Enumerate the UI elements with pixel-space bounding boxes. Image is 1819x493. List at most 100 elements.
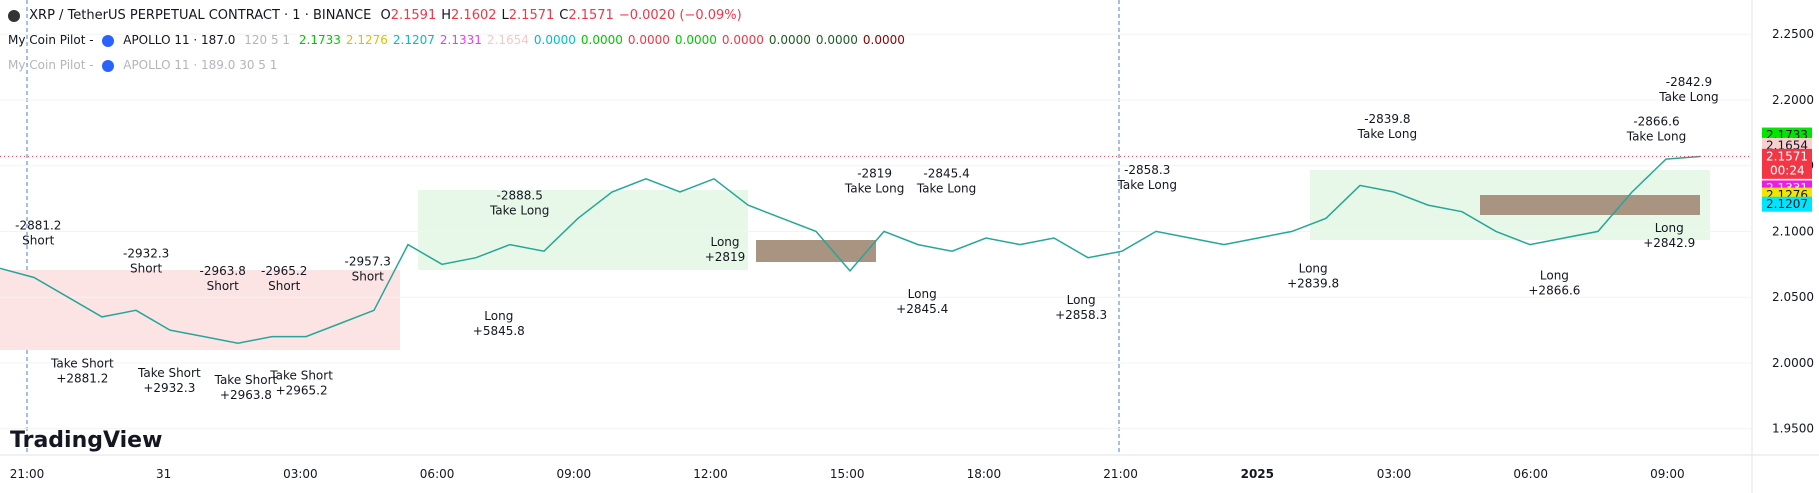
trade-annotation: Long [1299, 262, 1328, 276]
indicator-icon [102, 34, 115, 47]
trade-annotation: Short [207, 279, 239, 293]
y-tick-label: 2.1000 [1772, 224, 1814, 238]
indicator-value: 0.0000 [815, 33, 858, 47]
indicator-value: 2.1331 [439, 33, 482, 47]
band [756, 240, 876, 262]
trade-annotation: Take Short [214, 373, 278, 387]
trade-annotation: Long [484, 309, 513, 323]
indicator-value: 0.0000 [533, 33, 576, 47]
trade-annotation: -2819 [857, 166, 892, 180]
indicator-study: APOLLO 11 · 187.0 [123, 33, 236, 47]
brand: TradingView [10, 428, 162, 453]
x-tick-label: 06:00 [420, 467, 455, 481]
price-tag [1762, 148, 1812, 179]
trade-annotation: Take Long [1626, 129, 1686, 143]
y-tick-label: 2.0500 [1772, 290, 1814, 304]
indicator-value: 0.0000 [580, 33, 623, 47]
indicator-value: 2.1733 [298, 33, 341, 47]
x-tick-label: 12:00 [693, 467, 728, 481]
trade-annotation: Short [130, 262, 162, 276]
indicator-icon [102, 59, 115, 72]
trade-annotation: Take Long [916, 181, 976, 195]
trade-annotation: Short [268, 279, 300, 293]
indicator-name: My Coin Pilot - [8, 33, 94, 47]
trade-annotation: -2965.2 [261, 264, 307, 278]
trade-annotation: -2845.4 [923, 166, 969, 180]
trade-annotation: +2819 [705, 250, 746, 264]
band [1480, 195, 1700, 215]
symbol-icon [8, 9, 20, 22]
x-tick-label: 31 [156, 467, 171, 481]
trade-annotation: -2932.3 [123, 247, 169, 261]
ohlc-label: C [559, 8, 569, 23]
trade-annotation: +2965.2 [276, 383, 328, 397]
x-tick-label: 2025 [1241, 467, 1274, 481]
trade-annotation: Take Long [1117, 178, 1177, 192]
cloud [418, 190, 748, 270]
trade-annotation: +2842.9 [1643, 236, 1695, 250]
indicator-value: 0.0000 [721, 33, 764, 47]
trade-annotation: Take Long [844, 181, 904, 195]
ohlc-label: H [441, 8, 452, 23]
trade-annotation: Long [710, 235, 739, 249]
x-tick-label: 15:00 [830, 467, 865, 481]
trade-annotation: Take Long [1658, 90, 1718, 104]
y-tick-label: 2.0000 [1772, 356, 1814, 370]
x-tick-label: 21:00 [1103, 467, 1138, 481]
ohlc-label: L [501, 8, 509, 23]
indicator-value: 0.0000 [862, 33, 905, 47]
trade-annotation: Long [1067, 293, 1096, 307]
symbol-header: XRP / TetherUS PERPETUAL CONTRACT · 1 · … [8, 8, 752, 23]
trade-annotation: Short [352, 270, 384, 284]
indicator-value: 0.0000 [674, 33, 717, 47]
ohlc-value: 2.1571 [508, 8, 555, 23]
trade-annotation: Take Long [1357, 127, 1417, 141]
price-tag-label: 2.1571 [1766, 149, 1808, 163]
x-tick-label: 09:00 [557, 467, 592, 481]
price-tag-label: 2.1207 [1766, 197, 1808, 211]
trade-annotation: -2866.6 [1633, 114, 1679, 128]
trade-annotation: +2839.8 [1287, 277, 1339, 291]
trade-annotation: Take Long [489, 204, 549, 218]
indicator-legend: My Coin Pilot - APOLLO 11 · 189.0 30 5 1 [8, 58, 282, 72]
trade-annotation: +2963.8 [220, 388, 272, 402]
price-tag-timer: 00:24 [1770, 163, 1805, 177]
ohlc-value: 2.1571 [568, 8, 614, 23]
symbol: XRP / TetherUS PERPETUAL CONTRACT · 1 · … [29, 8, 372, 23]
cloud [0, 270, 400, 350]
trade-annotation: +2881.2 [56, 372, 108, 386]
trade-annotation: Take Short [137, 366, 201, 380]
trade-annotation: +2845.4 [896, 302, 948, 316]
trade-annotation: +5845.8 [473, 324, 525, 338]
x-tick-label: 03:00 [1377, 467, 1412, 481]
trade-annotation: Take Short [269, 368, 333, 382]
trade-annotation: Long [1540, 269, 1569, 283]
trade-annotation: +2858.3 [1055, 308, 1107, 322]
trade-annotation: Long [1655, 221, 1684, 235]
indicator-study: APOLLO 11 · 189.0 30 5 1 [123, 58, 278, 72]
ohlc: O2.1591 H2.1602 L2.1571 C2.1571 −0.0020 (−0.… [381, 8, 747, 23]
trade-annotation: -2858.3 [1124, 163, 1170, 177]
x-tick-label: 18:00 [967, 467, 1002, 481]
y-tick-label: 2.2500 [1772, 27, 1814, 41]
indicator-value: 0.0000 [627, 33, 670, 47]
indicator-legend: My Coin Pilot - APOLLO 11 · 187.0 120 5 … [8, 33, 910, 47]
trade-annotation: -2888.5 [497, 189, 543, 203]
ohlc-value: 2.1602 [451, 8, 497, 23]
indicator-value: 2.1207 [392, 33, 435, 47]
ohlc-value: 2.1591 [390, 8, 437, 23]
trade-annotation: Short [22, 234, 54, 248]
trade-annotation: Long [908, 287, 937, 301]
trade-annotation: -2839.8 [1364, 112, 1410, 126]
change: −0.0020 (−0.09%) [618, 8, 742, 23]
indicator-params: 120 5 1 [244, 33, 291, 47]
trade-annotation: +2932.3 [143, 381, 195, 395]
price-tag [1762, 196, 1812, 212]
trade-annotation: -2957.3 [345, 255, 391, 269]
trade-annotation: -2842.9 [1666, 75, 1712, 89]
ohlc-label: O [380, 8, 391, 23]
trade-annotation: +2866.6 [1528, 284, 1580, 298]
trade-annotation: -2963.8 [200, 264, 246, 278]
